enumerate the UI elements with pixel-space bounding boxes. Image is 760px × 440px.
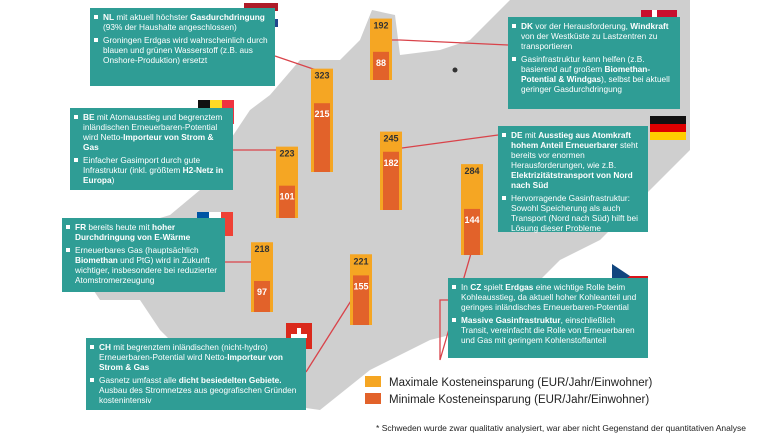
country-note: In CZ spielt Erdgas eine wichtige Rolle … — [448, 278, 648, 358]
note-text: CH — [99, 342, 111, 352]
note-text: Einfacher Gasimport durch gute Infrastru… — [83, 155, 201, 175]
capital-marker — [452, 67, 458, 73]
note-paragraph: Hervorragende Gasinfrastruktur: Sowohl S… — [502, 193, 643, 233]
note-paragraph: DE mit Ausstieg aus Atomkraft hohem Ante… — [502, 130, 643, 190]
note-text: Ausbau des Stromnetzes aus geografischen… — [99, 385, 297, 405]
connector — [392, 39, 509, 46]
note-text: (93% der Haushalte angeschlossen) — [103, 22, 237, 32]
note-text: Elektrizitätstransport von Nord nach Süd — [511, 170, 633, 190]
value-label: 192 — [373, 21, 388, 31]
note-text: Importeur von Strom & Gas — [99, 352, 283, 372]
note-text: Gasdurchdringung — [190, 12, 265, 22]
note-text: von der Westküste zu Lastzentren zu tran… — [521, 31, 658, 51]
note-text: spielt — [481, 282, 506, 292]
note-text: dicht besiedelten Gebiete. — [178, 375, 282, 385]
value-label: 144 — [464, 215, 479, 225]
note-text: Massive Gasinfrastruktur — [461, 315, 561, 325]
legend-item: Minimale Kosteneinsparung (EUR/Jahr/Einw… — [365, 393, 649, 406]
note-text: BE — [83, 112, 95, 122]
note-text: , einschließlich Transit, vereinfacht di… — [461, 315, 635, 345]
note-paragraph: Erneuerbares Gas (hauptsächlich Biometha… — [66, 245, 220, 285]
note-paragraph: Groningen Erdgas wird wahrscheinlich dur… — [94, 35, 270, 65]
legend-label: Minimale Kosteneinsparung (EUR/Jahr/Einw… — [389, 394, 650, 406]
value-label: 97 — [257, 287, 267, 297]
note-text: Ausstieg aus Atomkraft hohem Anteil Erne… — [511, 130, 632, 150]
note-text: NL — [103, 12, 115, 22]
value-label: 245 — [383, 134, 398, 144]
country-note: FR bereits heute mit hoher Durchdringung… — [62, 218, 225, 292]
value-label: 223 — [279, 149, 294, 159]
value-label: 215 — [314, 109, 329, 119]
country-note: CH mit begrenztem inländischen (nicht-hy… — [86, 338, 306, 410]
legend-label: Maximale Kosteneinsparung (EUR/Jahr/Einw… — [389, 377, 653, 389]
bar — [279, 185, 295, 218]
note-text: mit — [522, 130, 539, 140]
note-text: CZ — [470, 282, 482, 292]
bar — [314, 103, 330, 172]
note-text: Biomethan — [75, 255, 118, 265]
note-text: ) — [111, 175, 115, 185]
country-note: DK vor der Herausforderung, Windkraft vo… — [508, 17, 680, 109]
value-label: 218 — [254, 244, 269, 254]
note-text: Erdgas — [505, 282, 534, 292]
note-paragraph: CH mit begrenztem inländischen (nicht-hy… — [90, 342, 301, 372]
note-text: DE — [511, 130, 523, 140]
country-note: BE mit Atomausstieg und begrenztem inlän… — [70, 108, 233, 190]
footnote: * Schweden wurde zwar qualitativ analysi… — [376, 423, 746, 433]
note-paragraph: Massive Gasinfrastruktur, einschließlich… — [452, 315, 643, 345]
note-text: Gasnetz umfasst alle — [99, 375, 179, 385]
bar — [373, 51, 389, 80]
value-label: 182 — [383, 158, 398, 168]
bar — [353, 275, 369, 325]
note-text: Gasinfrastruktur kann helfen (z.B. basie… — [521, 54, 645, 74]
note-text: mit begrenztem inländischen (nicht-hydro… — [99, 342, 268, 362]
note-text: Hervorragende Gasinfrastruktur: Sowohl S… — [511, 193, 638, 233]
legend-item: Maximale Kosteneinsparung (EUR/Jahr/Einw… — [365, 376, 652, 389]
note-paragraph: Einfacher Gasimport durch gute Infrastru… — [74, 155, 228, 185]
note-paragraph: NL mit aktuell höchster Gasdurchdringung… — [94, 12, 270, 32]
country-note: DE mit Ausstieg aus Atomkraft hohem Ante… — [498, 126, 648, 233]
note-paragraph: In CZ spielt Erdgas eine wichtige Rolle … — [452, 282, 643, 312]
note-text: vor der Herausforderung, — [532, 21, 631, 31]
note-text: In — [461, 282, 471, 292]
value-label: 323 — [314, 71, 329, 81]
bar — [464, 208, 480, 255]
bar — [383, 151, 399, 210]
value-label: 284 — [464, 166, 479, 176]
note-text: steht bereits vor enormen Herausforderun… — [511, 140, 638, 170]
value-label: 155 — [353, 281, 368, 291]
note-text: Erneuerbares Gas (hauptsächlich — [75, 245, 199, 255]
note-paragraph: BE mit Atomausstieg und begrenztem inlän… — [74, 112, 228, 152]
note-text: und PtG) wird in Zukunft wichtiger, insb… — [75, 255, 218, 285]
note-text: FR — [75, 222, 87, 232]
note-text: H2-Netz in Europa — [83, 165, 224, 185]
note-text: Windkraft — [630, 21, 669, 31]
note-paragraph: Gasinfrastruktur kann helfen (z.B. basie… — [512, 54, 675, 94]
value-label: 88 — [376, 58, 386, 68]
flag-de — [650, 116, 686, 140]
note-paragraph: FR bereits heute mit hoher Durchdringung… — [66, 222, 220, 242]
value-label: 101 — [279, 192, 294, 202]
country-note: NL mit aktuell höchster Gasdurchdringung… — [90, 8, 275, 86]
note-text: DK — [521, 21, 533, 31]
note-text: hoher Durchdringung von E-Wärme — [75, 222, 191, 242]
note-paragraph: Gasnetz umfasst alle dicht besiedelten G… — [90, 375, 301, 405]
value-label: 221 — [353, 256, 368, 266]
bar — [254, 280, 270, 312]
note-text: Biomethan-Potential & Windgas — [521, 64, 651, 84]
connector — [401, 134, 499, 149]
note-text: ), selbst bei aktuell geringer Gasdurchd… — [521, 74, 670, 94]
note-text: Importeur von Strom & Gas — [83, 132, 214, 152]
note-text: mit Atomausstieg und begrenztem inländis… — [83, 112, 223, 142]
note-paragraph: DK vor der Herausforderung, Windkraft vo… — [512, 21, 675, 51]
note-text: eine wichtige Rolle beim Kohleausstieg, … — [461, 282, 637, 312]
note-text: Groningen Erdgas wird wahrscheinlich dur… — [103, 35, 268, 65]
note-text: bereits heute mit — [86, 222, 153, 232]
note-text: mit aktuell höchster — [114, 12, 191, 22]
